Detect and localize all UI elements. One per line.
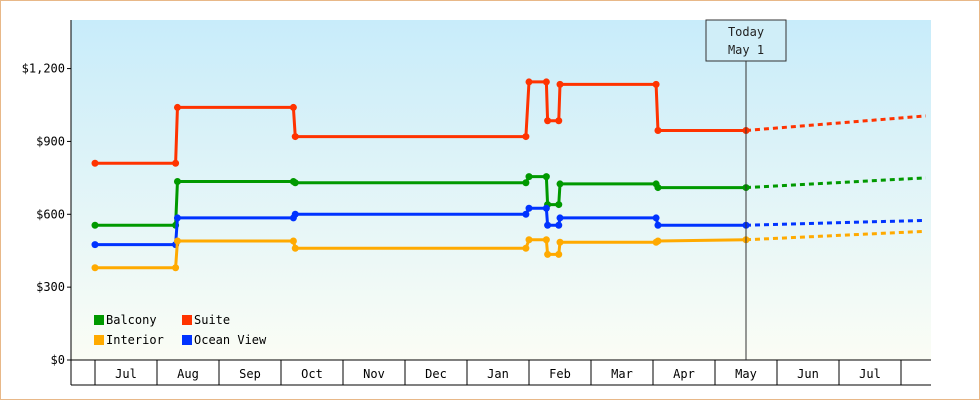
- x-tick-label: Dec: [425, 367, 447, 381]
- series-layer: [91, 78, 926, 272]
- today-label: Today: [728, 25, 764, 39]
- data-point: [556, 238, 564, 246]
- data-point: [544, 250, 552, 258]
- data-point: [555, 117, 563, 125]
- data-point: [544, 117, 552, 125]
- x-tick-label: Jan: [487, 367, 509, 381]
- legend-swatch: [182, 335, 192, 345]
- data-point: [91, 221, 99, 229]
- data-point: [291, 133, 299, 141]
- legend-swatch: [94, 315, 104, 325]
- series-line: [95, 238, 747, 270]
- legend-swatch: [94, 335, 104, 345]
- x-tick-label: Jul: [859, 367, 881, 381]
- y-tick-label: $1,200: [22, 62, 65, 76]
- data-point: [556, 214, 564, 222]
- data-point: [654, 221, 662, 229]
- forecast-line: [745, 114, 926, 132]
- data-point: [522, 244, 530, 252]
- data-point: [652, 80, 660, 88]
- data-point: [173, 237, 181, 245]
- data-point: [525, 173, 533, 181]
- forecast-line: [745, 229, 926, 242]
- series-line: [95, 80, 746, 165]
- plot-background: [71, 20, 931, 360]
- forecast-line: [745, 176, 926, 190]
- data-point: [289, 237, 297, 245]
- today-box: [705, 19, 787, 62]
- data-point: [556, 80, 564, 88]
- data-point: [654, 237, 662, 245]
- legend-label: Interior: [106, 333, 164, 347]
- data-point: [525, 236, 533, 244]
- data-point: [525, 78, 533, 86]
- legend-swatch: [182, 315, 192, 325]
- data-point: [291, 179, 299, 187]
- legend-label: Balcony: [106, 313, 157, 327]
- today-date-label: May 1: [728, 43, 764, 57]
- x-tick-label: Aug: [177, 367, 199, 381]
- x-tick-label: Mar: [611, 367, 633, 381]
- data-point: [542, 236, 550, 244]
- legend: Balcony Suite Interior Ocean View: [94, 313, 267, 347]
- data-point: [654, 184, 662, 192]
- x-tick-label: Nov: [363, 367, 385, 381]
- data-point: [173, 214, 181, 222]
- data-point: [522, 179, 530, 187]
- x-tick-label: Oct: [301, 367, 323, 381]
- x-tick-label: Apr: [673, 367, 695, 381]
- y-tick-label: $0: [51, 353, 65, 367]
- data-point: [91, 264, 99, 272]
- data-point: [555, 201, 563, 209]
- data-point: [291, 210, 299, 218]
- y-tick-label: $300: [36, 280, 65, 294]
- data-point: [542, 204, 550, 212]
- data-point: [555, 250, 563, 258]
- data-point: [289, 103, 297, 111]
- data-point: [652, 214, 660, 222]
- y-tick-label: $600: [36, 207, 65, 221]
- x-tick-label: Jul: [115, 367, 137, 381]
- data-point: [291, 244, 299, 252]
- data-point: [542, 78, 550, 86]
- axis-layer: $0 $300 $600 $900 $1,200 Jul Aug Sep Oct Nov Dec Ja…: [22, 20, 931, 386]
- x-tick-label: Sep: [239, 367, 261, 381]
- data-point: [173, 103, 181, 111]
- forecast-line: [745, 218, 926, 227]
- data-point: [542, 173, 550, 181]
- data-point: [556, 180, 564, 188]
- series-line: [95, 206, 746, 247]
- today-marker: Today May 1: [705, 19, 787, 360]
- data-point: [555, 221, 563, 229]
- data-point: [544, 221, 552, 229]
- data-point: [91, 241, 99, 249]
- x-tick-label: Feb: [549, 367, 571, 381]
- series-line: [95, 175, 746, 227]
- data-point: [525, 204, 533, 212]
- legend-label: Ocean View: [194, 333, 267, 347]
- data-point: [172, 159, 180, 167]
- y-tick-label: $900: [36, 134, 65, 148]
- data-point: [172, 264, 180, 272]
- legend-label: Suite: [194, 313, 230, 327]
- x-tick-label: May: [735, 367, 757, 381]
- x-tick-label: Jun: [797, 367, 819, 381]
- data-point: [173, 178, 181, 185]
- data-point: [91, 159, 99, 167]
- data-point: [654, 127, 662, 134]
- data-point: [522, 210, 530, 218]
- data-point: [522, 133, 530, 141]
